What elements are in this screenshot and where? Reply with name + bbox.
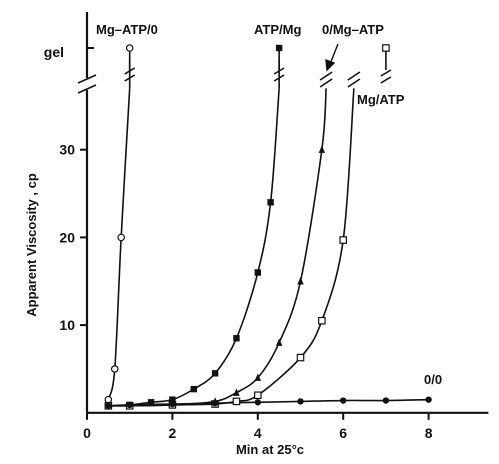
x-axis-label: Min at 25°c: [236, 442, 304, 457]
curve-break-mark: [347, 71, 361, 81]
point-0-mg-atp: [297, 277, 304, 285]
series-label-mg-atp: Mg/ATP: [357, 92, 405, 107]
curve-break-mark: [380, 76, 392, 84]
x-tick-label: 0: [83, 425, 91, 441]
x-tick-label: 4: [254, 425, 262, 441]
y-axis-break-mark: [77, 74, 97, 84]
point-0-0: [340, 397, 347, 404]
series-label-mg-atp-0: Mg–ATP/0: [96, 22, 158, 37]
y-tick-label: 20: [59, 229, 75, 245]
curve-break-mark: [319, 78, 333, 88]
point-atp-mg: [254, 269, 261, 276]
point-mg-atp: [339, 236, 348, 244]
point-gel-mg-atp-0: [125, 44, 134, 52]
point-0-0: [126, 401, 133, 409]
point-0-0: [211, 399, 219, 407]
curve-break-mark: [347, 78, 361, 88]
curve-break-mark: [273, 67, 285, 75]
point-0-0: [169, 400, 176, 408]
gel-tick-label: gel: [44, 44, 64, 60]
point-0-0: [297, 398, 304, 405]
series-line-0-mg-atp: [108, 88, 327, 407]
curve-break-mark: [273, 74, 285, 82]
point-mg-atp-0: [110, 365, 119, 373]
point-mg-atp-0: [117, 233, 125, 242]
label-arrow: [329, 43, 339, 65]
point-gel-atp-mg: [275, 44, 283, 52]
curve-break-mark: [124, 74, 136, 82]
point-atp-mg: [267, 199, 274, 206]
series-label-0-mg-atp: 0/Mg–ATP: [322, 22, 384, 37]
point-mg-atp: [254, 391, 262, 400]
x-tick-label: 8: [425, 425, 433, 441]
series-line-0-0: [108, 398, 429, 407]
y-axis-break-mark: [77, 84, 97, 94]
series-label-0-0: 0/0: [424, 372, 442, 387]
point-0-mg-atp: [254, 373, 261, 381]
curve-break-mark: [124, 67, 136, 75]
x-tick-label: 6: [339, 425, 347, 441]
series-line-mg-atp: [108, 88, 355, 407]
point-atp-mg: [190, 385, 197, 393]
point-0-0: [382, 397, 390, 404]
point-atp-mg: [147, 399, 155, 406]
y-axis-label: Apparent Viscosity , cp: [24, 173, 39, 317]
x-tick-label: 2: [169, 425, 177, 441]
point-0-0: [425, 396, 432, 403]
point-0-0: [105, 402, 112, 409]
point-mg-atp: [296, 353, 305, 362]
point-0-0: [254, 399, 261, 406]
point-mg-atp: [232, 397, 241, 406]
point-0-mg-atp: [318, 145, 326, 153]
point-atp-mg: [211, 370, 219, 377]
point-atp-mg: [169, 396, 176, 403]
series-line-mg-atp-0: [107, 88, 131, 400]
chart-labels: gel Min at 25°c Apparent Viscosity , cp …: [24, 22, 442, 457]
point-0-mg-atp: [233, 388, 240, 396]
label-arrow-head: [325, 58, 336, 72]
series-line-atp-mg: [108, 88, 280, 407]
point-mg-atp: [318, 316, 326, 325]
point-0-mg-atp: [275, 338, 283, 346]
data-markers: [104, 43, 432, 410]
series-label-atp-mg: ATP/Mg: [254, 22, 301, 37]
axes: [77, 12, 489, 420]
y-tick-label: 10: [59, 317, 75, 333]
y-tick-label: 30: [59, 142, 75, 158]
curve-break-mark: [319, 71, 333, 81]
point-gel-mg-atp: [382, 44, 390, 52]
point-atp-mg: [233, 335, 240, 342]
curve-break-mark: [380, 69, 392, 77]
